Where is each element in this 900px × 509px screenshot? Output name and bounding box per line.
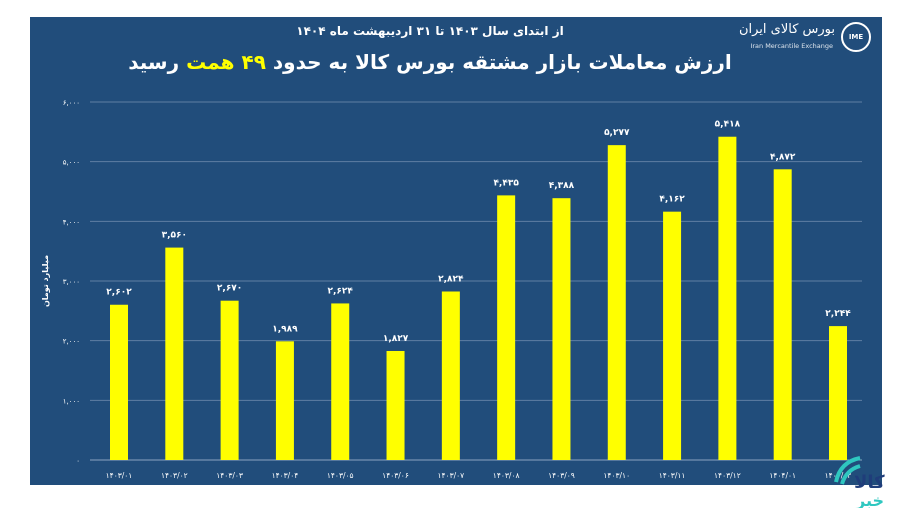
x-tick-label: ۱۴۰۳/۰۵ xyxy=(327,471,354,480)
x-tick-label: ۱۴۰۳/۱۲ xyxy=(714,471,741,480)
x-tick-label: ۱۴۰۳/۰۱ xyxy=(106,471,133,480)
y-tick-label: ۳,۰۰۰ xyxy=(63,278,80,286)
bar xyxy=(829,326,847,460)
bar xyxy=(220,300,239,460)
data-label: ۲,۶۲۴ xyxy=(328,286,354,296)
data-label: ۴,۴۳۵ xyxy=(493,178,519,188)
x-tick-label: ۱۴۰۳/۰۹ xyxy=(548,471,575,480)
chart-title: ارزش معاملات بازار مشتقه بورس کالا به حد… xyxy=(120,50,740,74)
chart-subtitle: از ابتدای سال ۱۴۰۳ تا ۳۱ اردیبهشت ماه ۱۴… xyxy=(296,24,564,38)
logo-text-fa: بورس کالای ایران xyxy=(738,22,835,37)
x-tick-label: ۱۴۰۳/۱۰ xyxy=(603,471,630,480)
y-axis-label: میلیارد تومان xyxy=(41,255,50,307)
x-tick-label: ۱۴۰۳/۰۲ xyxy=(161,471,188,480)
ime-logo: بورس کالای ایران Iran Mercantile Exchang… xyxy=(735,20,875,60)
data-label: ۱,۸۲۷ xyxy=(383,334,409,344)
kalakhabar-watermark-logo: کالا خبر xyxy=(834,456,885,508)
y-tick-label: ۵,۰۰۰ xyxy=(63,159,80,167)
bar xyxy=(663,211,682,460)
bar xyxy=(441,291,460,460)
data-label: ۵,۴۱۸ xyxy=(715,120,741,130)
title-text-end: رسید xyxy=(128,50,187,74)
data-label: ۲,۲۴۴ xyxy=(825,309,851,319)
y-tick-label: ۶,۰۰۰ xyxy=(63,99,80,107)
title-highlight: ۴۹ همت xyxy=(186,50,266,74)
logo-text-en: Iran Mercantile Exchange xyxy=(750,42,833,50)
data-label: ۲,۶۷۰ xyxy=(217,284,242,294)
x-tick-label: ۱۴۰۳/۰۴ xyxy=(272,471,299,480)
x-tick-label: ۱۴۰۳/۰۷ xyxy=(437,471,464,480)
bar xyxy=(773,169,792,460)
bar xyxy=(165,247,184,460)
bar xyxy=(275,341,294,460)
svg-text:کالا: کالا xyxy=(854,472,885,493)
bar xyxy=(110,304,128,460)
x-tick-label: ۱۴۰۳/۰۳ xyxy=(216,471,243,480)
logo-emblem-icon: IME xyxy=(841,22,871,52)
bar xyxy=(497,195,516,460)
bar xyxy=(718,136,737,460)
data-label: ۲,۶۰۲ xyxy=(106,288,132,298)
x-tick-label: ۱۴۰۴/۰۱ xyxy=(769,471,796,480)
bar xyxy=(331,303,350,460)
bar xyxy=(552,198,571,460)
y-tick-label: ۰ xyxy=(76,457,80,465)
data-label: ۴,۳۸۸ xyxy=(549,181,575,191)
data-label: ۲,۸۲۴ xyxy=(438,275,464,285)
bar xyxy=(386,350,405,460)
y-tick-label: ۱,۰۰۰ xyxy=(63,397,80,405)
svg-text:خبر: خبر xyxy=(855,491,884,508)
data-label: ۳,۵۶۰ xyxy=(162,231,187,241)
x-tick-label: ۱۴۰۳/۰۶ xyxy=(382,471,409,480)
y-tick-label: ۴,۰۰۰ xyxy=(63,218,80,226)
x-tick-label: ۱۴۰۳/۰۸ xyxy=(493,471,520,480)
y-tick-label: ۲,۰۰۰ xyxy=(63,338,80,346)
title-text: ارزش معاملات بازار مشتقه بورس کالا به حد… xyxy=(265,50,732,74)
data-label: ۴,۸۷۲ xyxy=(770,152,796,162)
bar xyxy=(607,145,626,460)
data-label: ۵,۲۷۷ xyxy=(604,128,630,138)
x-tick-label: ۱۴۰۳/۱۱ xyxy=(659,471,686,480)
data-label: ۴,۱۶۲ xyxy=(659,195,685,205)
data-label: ۱,۹۸۹ xyxy=(272,324,298,334)
